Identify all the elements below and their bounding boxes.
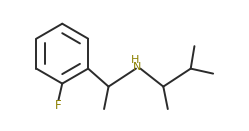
Text: H: H — [130, 55, 139, 65]
Text: F: F — [55, 99, 62, 112]
Text: N: N — [133, 62, 141, 72]
